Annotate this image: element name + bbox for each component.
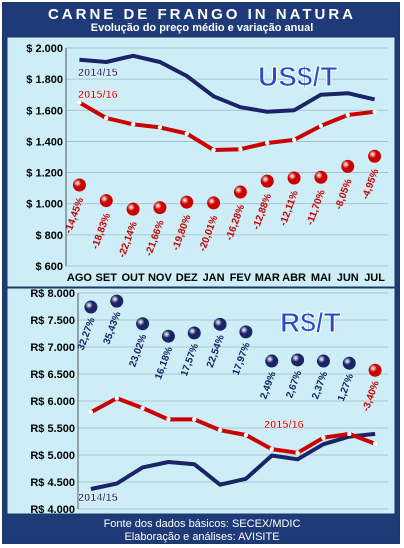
- variation-marker: [161, 329, 175, 343]
- series-name-2015-16: 2015/16: [264, 419, 304, 431]
- y-tick-label: $ 1.200: [26, 168, 63, 180]
- variation-marker: [136, 317, 150, 331]
- series-point: [114, 396, 119, 401]
- usd-panel: $ 600 $ 800 $ 1.000 $ 1.200 $ 1.400 $ 1.600 $ …: [6, 36, 396, 288]
- variation-marker: [314, 170, 328, 184]
- series-point: [166, 417, 171, 422]
- variation-marker: [213, 317, 227, 331]
- variation-marker: [180, 195, 194, 209]
- variation-marker: [153, 201, 167, 215]
- series-point: [243, 432, 249, 438]
- y-tick-label: $ 1.600: [26, 105, 63, 117]
- series-line-2014-15: [79, 53, 376, 114]
- variation-marker: [316, 354, 330, 368]
- variation-marker: [341, 159, 355, 173]
- y-tick-label: R$ 7.000: [30, 342, 75, 354]
- variation-marker: [260, 174, 274, 188]
- series-point: [211, 147, 216, 153]
- variation-marker: [291, 353, 305, 367]
- x-tick-label: OUT: [121, 272, 145, 284]
- currency-label: US$/T: [258, 61, 337, 92]
- series-point: [104, 115, 109, 121]
- variation-marker: [239, 325, 253, 339]
- variation-marker: [342, 356, 356, 370]
- series-point: [318, 123, 324, 129]
- series-name-2014-15: 2014/15: [78, 67, 118, 79]
- y-tick-label: R$ 8.000: [30, 288, 75, 300]
- panel-background: [6, 36, 396, 288]
- variation-marker: [368, 363, 382, 377]
- variation-marker: [72, 178, 86, 192]
- series-point: [347, 431, 352, 437]
- series-point: [184, 131, 189, 136]
- y-tick-label: R$ 6.500: [30, 369, 75, 381]
- series-point: [192, 417, 197, 422]
- x-tick-label: MAI: [311, 272, 331, 284]
- series-point: [77, 100, 82, 105]
- series-point: [345, 112, 350, 118]
- variation-marker: [126, 202, 140, 216]
- y-tick-label: $ 2.000: [26, 43, 63, 55]
- series-point: [321, 435, 326, 440]
- variation-marker: [110, 294, 124, 308]
- x-tick-label: AGO: [67, 272, 93, 284]
- y-tick-label: R$ 5.000: [30, 450, 75, 462]
- variation-marker: [207, 196, 221, 210]
- x-tick-label: SET: [96, 272, 118, 284]
- series-line-2015-16: [78, 100, 375, 152]
- variation-marker: [84, 300, 98, 314]
- variation-marker: [187, 326, 201, 340]
- series-point: [217, 427, 223, 433]
- x-tick-label: JUN: [337, 272, 359, 284]
- series-point: [291, 137, 297, 143]
- y-tick-label: $ 1.800: [26, 74, 63, 86]
- series-line-2014-15: [90, 431, 376, 491]
- series-point: [372, 441, 378, 446]
- series-point: [269, 446, 274, 452]
- series-point: [238, 147, 243, 152]
- y-tick-label: R$ 4.000: [30, 504, 75, 516]
- x-tick-label: JAN: [203, 272, 225, 284]
- variation-marker: [287, 171, 301, 185]
- y-tick-label: R$ 7.500: [30, 315, 75, 327]
- series-line-2015-16: [89, 396, 376, 455]
- x-tick-label: DEZ: [176, 272, 198, 284]
- series-name-2015-16: 2015/16: [78, 89, 118, 101]
- footer-source: Fonte dos dados básicos: SECEX/MDIC: [103, 518, 301, 530]
- variation-marker: [368, 149, 382, 163]
- footer-analysis: Elaboração e análises: AVISITE: [124, 531, 280, 543]
- series-name-2014-15: 2014/15: [78, 492, 118, 504]
- series-point: [157, 125, 163, 130]
- series-point: [265, 140, 270, 146]
- y-tick-label: $ 1.400: [26, 136, 63, 148]
- x-tick-label: ABR: [282, 272, 306, 284]
- y-tick-label: R$ 6.000: [30, 396, 75, 408]
- y-tick-label: $ 600: [35, 261, 63, 273]
- chart-subtitle: Evolução do preço médio e variação anual: [90, 22, 314, 34]
- variation-marker: [233, 185, 247, 199]
- x-tick-label: JUL: [364, 272, 385, 284]
- series-point: [88, 410, 94, 415]
- y-tick-label: $ 1.000: [26, 199, 63, 211]
- series-point: [372, 109, 377, 115]
- series-point: [140, 405, 145, 411]
- y-tick-label: R$ 4.500: [30, 477, 75, 489]
- x-tick-label: FEV: [230, 272, 252, 284]
- variation-marker: [99, 194, 113, 208]
- brl-panel: R$ 4.000 R$ 4.500 R$ 5.000 R$ 5.500 R$ 6.000…: [6, 287, 396, 516]
- x-tick-label: MAR: [255, 272, 280, 284]
- series-point: [130, 122, 136, 127]
- currency-label: R$/T: [280, 307, 341, 338]
- y-tick-label: R$ 5.500: [30, 423, 75, 435]
- series-point: [295, 450, 300, 456]
- y-tick-label: $ 800: [35, 230, 63, 242]
- variation-marker: [265, 354, 279, 368]
- chart-title: CARNE DE FRANGO IN NATURA: [47, 6, 357, 23]
- x-tick-label: NOV: [148, 272, 173, 284]
